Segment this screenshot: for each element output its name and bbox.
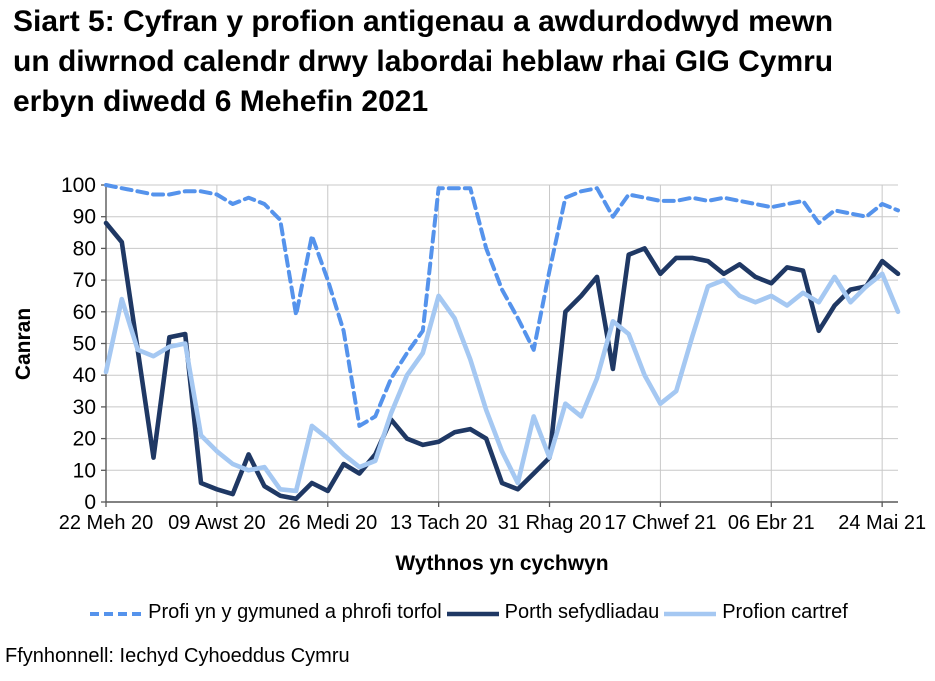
y-tick-label: 30 [73, 396, 96, 419]
y-tick-label: 60 [73, 301, 96, 324]
x-tick-label: 17 Chwef 21 [604, 512, 716, 534]
chart-title: Siart 5: Cyfran y profion antigenau a aw… [13, 5, 834, 118]
legend-label: Profion cartref [722, 601, 848, 623]
x-tick-label: 31 Rhag 20 [498, 512, 601, 534]
y-tick-label: 50 [73, 333, 96, 356]
axis-tick-labels: 0 10 20 30 40 50 60 70 80 90 100 22 Meh 20 09 Awst 2… [59, 174, 926, 534]
series-lines [103, 183, 901, 502]
x-tick-label: 13 Tach 20 [390, 512, 488, 534]
x-tick-label: 22 Meh 20 [59, 512, 154, 534]
y-tick-label: 40 [73, 364, 96, 387]
legend-swatch-navy-line [446, 611, 499, 616]
x-tick-label: 26 Medi 20 [278, 512, 377, 534]
chart-svg: 0 10 20 30 40 50 60 70 80 90 100 22 Meh 20 09 Awst 2… [12, 174, 926, 575]
y-tick-label: 90 [73, 206, 96, 229]
y-tick-label: 70 [73, 269, 96, 292]
legend-label: Profi yn y gymuned a phrofi torfol [148, 601, 442, 623]
y-tick-label: 10 [73, 459, 96, 482]
legend-item-porth-sefydliadau: Porth sefydliadau [444, 601, 660, 624]
x-tick-label: 09 Awst 20 [168, 512, 265, 534]
legend: Profi yn y gymuned a phrofi torfol Porth… [0, 601, 935, 624]
legend-item-profion-cartref: Profion cartref [661, 601, 848, 624]
axes [101, 184, 898, 507]
legend-swatch-lightblue-line [664, 611, 717, 616]
y-tick-label: 20 [73, 428, 96, 451]
legend-item-community-mass-testing: Profi yn y gymuned a phrofi torfol [87, 601, 442, 624]
legend-label: Porth sefydliadau [504, 601, 660, 623]
y-tick-label: 0 [84, 491, 96, 514]
x-tick-label: 06 Ebr 21 [728, 512, 815, 534]
x-tick-label: 24 Mai 21 [838, 512, 926, 534]
series-line-2 [103, 271, 901, 494]
series-line-1 [103, 220, 901, 502]
y-tick-label: 100 [61, 174, 96, 197]
source-text: Ffynhonnell: Iechyd Cyhoeddus Cymru [5, 645, 350, 667]
x-axis-title: Wythnos yn cychwyn [395, 552, 608, 575]
y-axis-title: Canran [12, 308, 35, 380]
y-tick-label: 80 [73, 237, 96, 260]
series-line-0 [104, 183, 900, 428]
legend-swatch-dashed-line [90, 611, 143, 616]
